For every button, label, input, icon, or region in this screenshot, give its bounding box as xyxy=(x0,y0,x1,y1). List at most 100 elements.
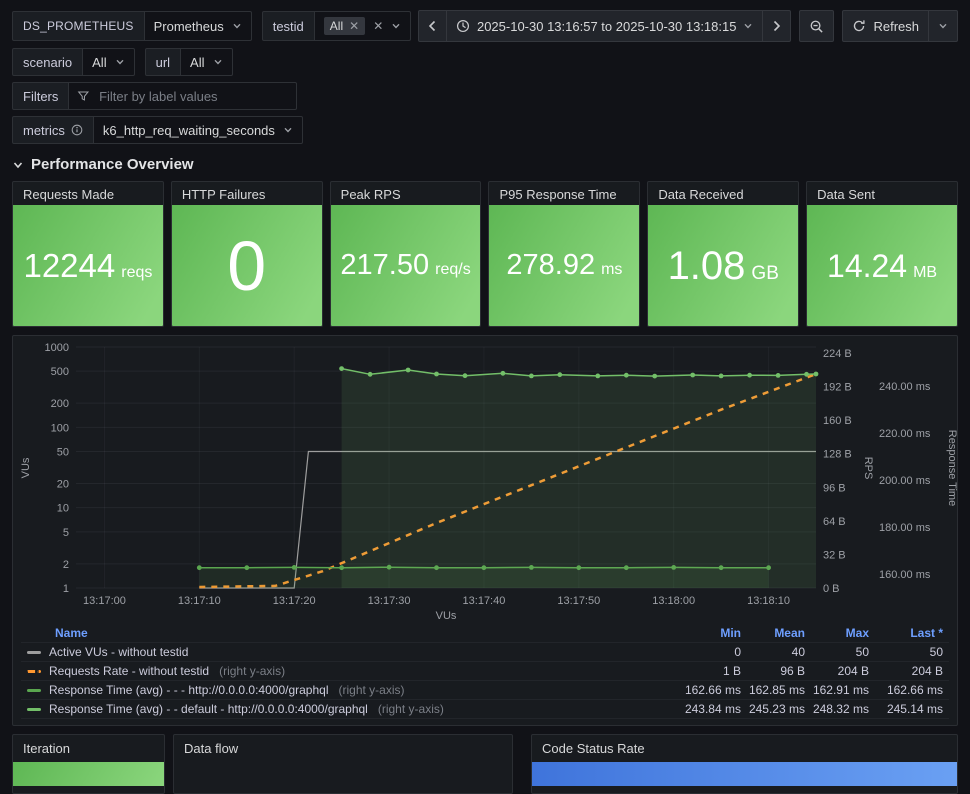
bottom-panels-row: Iteration Data flow Code Status Rate xyxy=(12,734,958,794)
refresh-label: Refresh xyxy=(873,18,919,34)
code-status-rate-panel: Code Status Rate xyxy=(531,734,958,794)
timeseries-chart[interactable]: 1 2 5 10 20 50 100 200 500 1000 0 B 32 B 64 B 96 B 128… xyxy=(13,340,959,622)
legend-header-last[interactable]: Last * xyxy=(910,626,943,640)
panel-title[interactable]: P95 Response Time xyxy=(499,187,617,202)
series-point xyxy=(339,366,344,371)
legend-min-value: 162.66 ms xyxy=(684,683,741,697)
datasource-variable: DS_PROMETHEUS Prometheus xyxy=(12,11,252,41)
legend-header-name[interactable]: Name xyxy=(55,626,88,640)
testid-select[interactable]: All ✕ ✕ xyxy=(314,11,412,41)
axis-tick-label: 1 xyxy=(63,583,69,595)
legend-header-min[interactable]: Min xyxy=(720,626,741,640)
series-point xyxy=(367,371,373,377)
stat-panel-http-failures: HTTP Failures 0 xyxy=(170,181,323,327)
legend-series-toggle[interactable]: Requests Rate - without testid (right y-a… xyxy=(27,664,677,678)
legend-header-max[interactable]: Max xyxy=(845,626,869,640)
legend-series-toggle[interactable]: Active VUs - without testid xyxy=(27,645,677,659)
series-point xyxy=(813,371,819,377)
axis-tick-label: 160 B xyxy=(823,415,852,427)
filter-input-wrap xyxy=(69,82,298,110)
series-line-1 xyxy=(199,372,817,589)
series-point xyxy=(291,565,297,570)
chip-remove-icon[interactable]: ✕ xyxy=(349,19,360,33)
axis-tick-label: 13:17:00 xyxy=(83,595,126,607)
zoom-out-button[interactable] xyxy=(799,10,835,42)
metrics-label-box: metrics xyxy=(12,116,94,144)
panel-title[interactable]: Data Received xyxy=(658,187,744,202)
section-performance-overview[interactable]: Performance Overview xyxy=(12,156,958,173)
axis-tick-label: VUs xyxy=(436,610,457,622)
panel-title[interactable]: Data Sent xyxy=(817,187,875,202)
legend-mean-value: 96 B xyxy=(780,664,805,678)
series-point xyxy=(434,371,439,377)
series-point xyxy=(690,372,696,378)
series-color-icon xyxy=(27,688,41,692)
panel-title[interactable]: Requests Made xyxy=(23,187,115,202)
legend-max-value: 50 xyxy=(855,645,869,659)
axis-tick-label: 13:17:10 xyxy=(178,595,221,607)
legend-mean-value: 245.23 ms xyxy=(748,702,805,716)
timeseries-panel: 1 2 5 10 20 50 100 200 500 1000 0 B 32 B 64 B 96 B 128… xyxy=(12,335,958,726)
panel-title[interactable]: HTTP Failures xyxy=(181,187,266,202)
legend-header-mean[interactable]: Mean xyxy=(774,626,805,640)
testid-label: testid xyxy=(261,11,315,41)
metrics-label: metrics xyxy=(23,122,65,138)
variables-row: scenario All url All xyxy=(12,48,958,76)
filters-row: Filters xyxy=(12,82,958,110)
stat-panel-requests-made: Requests Made 12244 reqs xyxy=(12,181,164,327)
time-forward-button[interactable] xyxy=(763,10,792,42)
chevron-down-icon xyxy=(939,23,947,29)
stat-value-area: 278.92 ms xyxy=(489,205,640,326)
stat-unit: reqs xyxy=(121,264,153,281)
panel-title[interactable]: Data flow xyxy=(184,741,239,756)
metrics-select[interactable]: k6_http_req_waiting_seconds xyxy=(93,116,303,144)
refresh-interval-dropdown[interactable] xyxy=(929,10,958,42)
panel-title[interactable]: Code Status Rate xyxy=(542,741,645,756)
clear-all-icon[interactable]: ✕ xyxy=(373,19,384,33)
datasource-select[interactable]: Prometheus xyxy=(144,11,252,41)
series-point xyxy=(718,565,724,571)
chevron-down-icon xyxy=(233,23,241,29)
info-icon[interactable] xyxy=(71,124,83,136)
series-point xyxy=(718,373,724,379)
series-name: Response Time (avg) - - - http://0.0.0.0… xyxy=(49,683,329,697)
testid-variable: testid All ✕ ✕ xyxy=(261,11,412,41)
url-variable: url All xyxy=(144,48,233,76)
stat-value-area: 1.08 GB xyxy=(648,205,799,326)
axis-tick-label: 100 xyxy=(51,422,69,434)
legend-last-value: 50 xyxy=(929,645,943,659)
url-select[interactable]: All xyxy=(181,48,233,76)
refresh-icon xyxy=(854,20,866,32)
panel-title[interactable]: Peak RPS xyxy=(340,187,401,202)
series-point xyxy=(595,373,601,379)
series-point xyxy=(244,565,250,571)
filter-input[interactable] xyxy=(97,87,289,105)
series-point xyxy=(481,565,487,571)
legend-series-toggle[interactable]: Response Time (avg) - - - http://0.0.0.0… xyxy=(27,683,677,697)
filters-control: Filters xyxy=(12,82,298,110)
legend-row: Response Time (avg) - - default - http:/… xyxy=(21,700,949,719)
chevron-left-icon xyxy=(428,20,436,32)
refresh-button[interactable]: Refresh xyxy=(842,10,929,42)
testid-chip-value: All xyxy=(329,19,344,33)
testid-chip[interactable]: All ✕ xyxy=(323,17,366,35)
stat-unit: GB xyxy=(751,262,779,284)
stat-value-area: 0 xyxy=(171,205,322,326)
time-back-button[interactable] xyxy=(417,10,447,42)
axis-tick-label: 13:17:40 xyxy=(463,595,506,607)
series-point xyxy=(434,565,439,571)
stat-value: 217.50 xyxy=(340,249,430,281)
axis-tick-label: 1000 xyxy=(45,342,69,354)
axis-tick-label: 192 B xyxy=(823,382,852,394)
series-axis-note: (right y-axis) xyxy=(338,683,405,697)
series-axis-note: (right y-axis) xyxy=(377,702,444,716)
scenario-select[interactable]: All xyxy=(83,48,135,76)
time-range-picker[interactable]: 2025-10-30 13:16:57 to 2025-10-30 13:18:… xyxy=(446,10,764,42)
series-point xyxy=(747,372,752,378)
panel-title[interactable]: Iteration xyxy=(23,741,70,756)
stat-panel-p95-response-time: P95 Response Time 278.92 ms xyxy=(488,181,641,327)
stat-panel-peak-rps: Peak RPS 217.50 req/s xyxy=(329,181,482,327)
zoom-out-icon xyxy=(811,20,824,33)
legend-series-toggle[interactable]: Response Time (avg) - - default - http:/… xyxy=(27,702,677,716)
